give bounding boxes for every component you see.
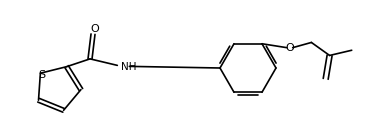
Text: O: O: [91, 24, 100, 34]
Text: S: S: [38, 70, 45, 80]
Text: O: O: [285, 43, 294, 53]
Text: NH: NH: [121, 62, 137, 72]
